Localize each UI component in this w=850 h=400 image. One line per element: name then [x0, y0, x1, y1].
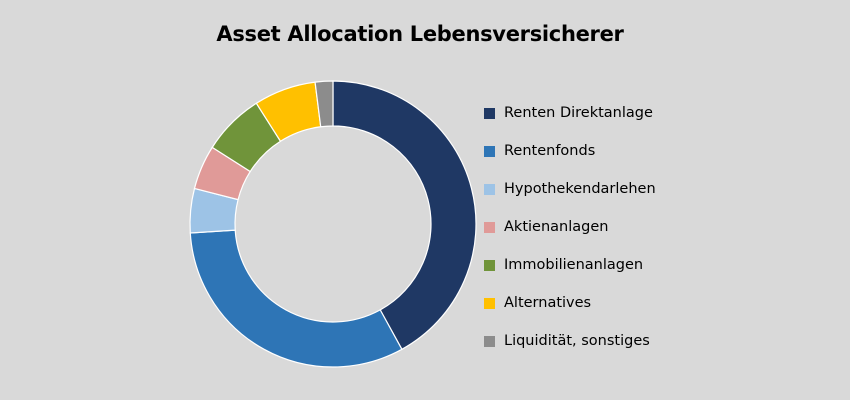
legend-swatch	[484, 221, 495, 233]
legend-label: Rentenfonds	[504, 143, 596, 159]
donut-slice-1	[332, 80, 477, 351]
legend-label: Liquidität, sonstiges	[504, 333, 650, 349]
legend-swatch	[484, 183, 495, 195]
legend-item: Renten Direktanlage	[484, 94, 656, 132]
legend-swatch	[484, 335, 495, 347]
legend-item: Alternatives	[484, 284, 656, 322]
legend-item: Immobilienanlagen	[484, 246, 656, 284]
legend-swatch	[484, 145, 495, 157]
legend-label: Renten Direktanlage	[504, 105, 653, 121]
chart-legend: Renten Direktanlage Rentenfonds Hypotheken…	[484, 94, 656, 360]
legend-label: Hypothekendarlehen	[504, 181, 656, 197]
legend-item: Hypothekendarlehen	[484, 170, 656, 208]
legend-swatch	[484, 297, 495, 309]
donut-slice-2	[189, 229, 403, 368]
legend-swatch	[484, 107, 495, 119]
legend-label: Alternatives	[504, 295, 592, 311]
chart-title: Asset Allocation Lebensversicherer	[216, 22, 624, 46]
legend-label: Aktienanlagen	[504, 219, 609, 235]
donut-slice-7	[314, 80, 334, 128]
legend-label: Immobilienanlagen	[504, 257, 644, 273]
legend-item: Liquidität, sonstiges	[484, 322, 656, 360]
legend-item: Aktienanlagen	[484, 208, 656, 246]
legend-item: Rentenfonds	[484, 132, 656, 170]
legend-swatch	[484, 259, 495, 271]
